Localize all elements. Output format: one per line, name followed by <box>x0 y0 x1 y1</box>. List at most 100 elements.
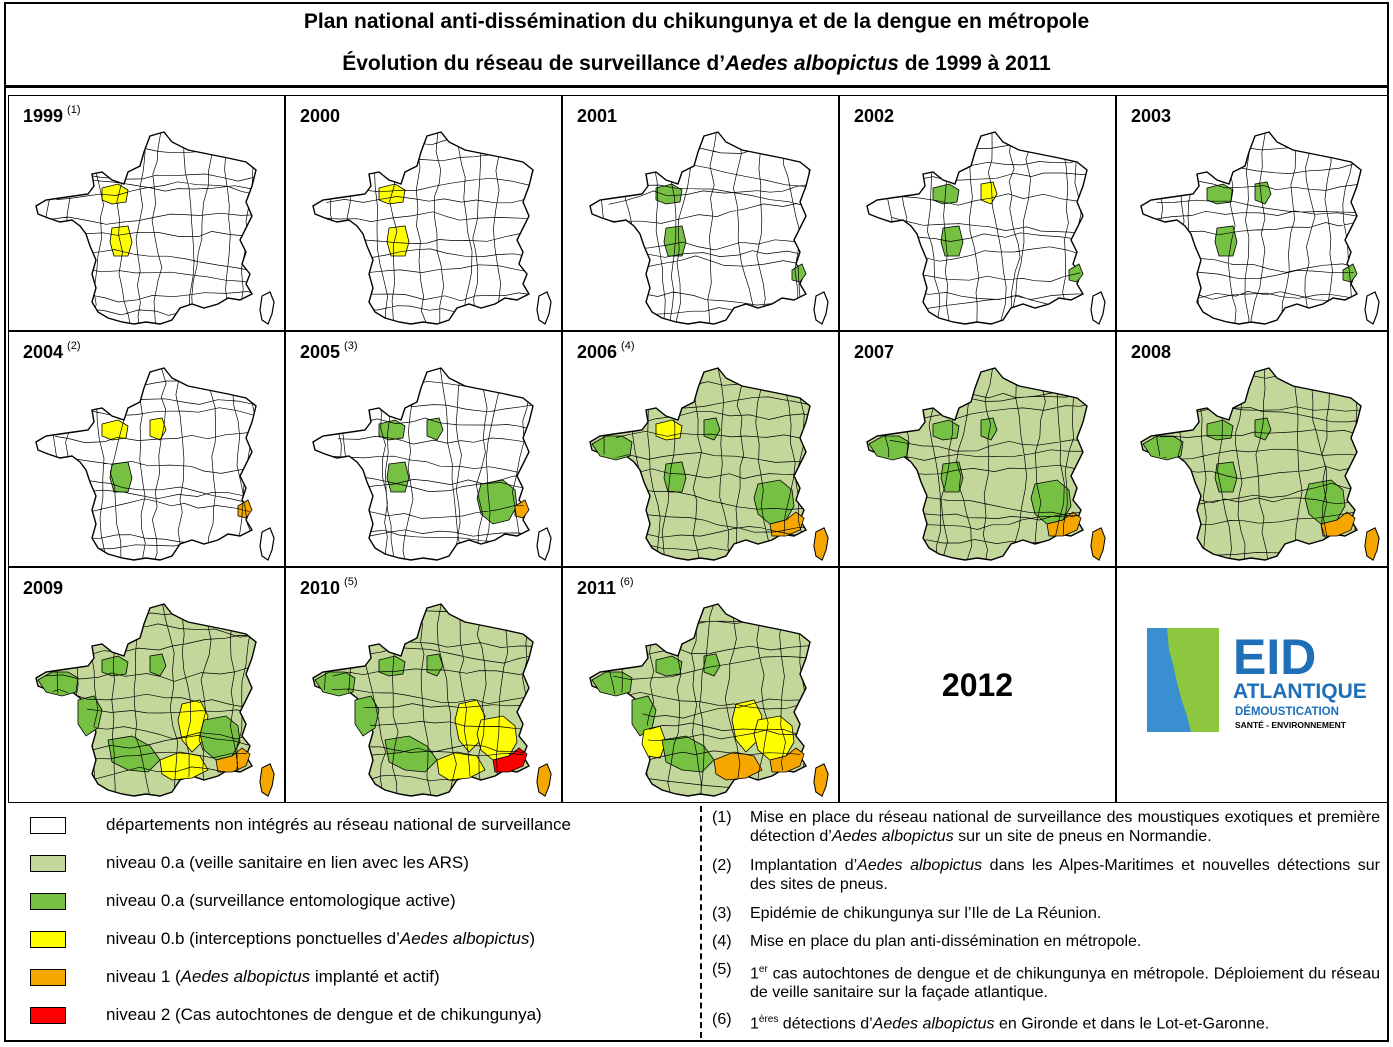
region-var-am <box>215 747 251 773</box>
map-panel-2009: 2009 <box>8 567 285 803</box>
france-map-2010 <box>312 603 552 797</box>
legend-label-species: Aedes albopictus <box>180 967 311 986</box>
region-centre <box>663 461 687 493</box>
footnote-text-part: dans les Alpes-Maritimes et nouvelles dé… <box>750 857 1381 893</box>
map-panel-2008: 2008 <box>1116 331 1388 567</box>
logo-atlantique: ATLANTIQUE <box>1233 680 1367 703</box>
region-alpes-maritimes <box>1068 263 1084 283</box>
year-label: 2001 <box>577 106 618 126</box>
legend-label: niveau 0.a (veille sanitaire en lien ave… <box>106 853 469 872</box>
mainland-outline <box>1140 131 1362 325</box>
year-label: 2004 (2) <box>23 340 81 362</box>
year-label: 1999 (1) <box>23 104 81 126</box>
footnote-text-part: Implantation d’ <box>750 857 858 874</box>
map-panel-1999: 1999 (1) <box>8 95 285 331</box>
mainland-outline <box>35 367 257 561</box>
page-title: Plan national anti-dissémination du chik… <box>303 10 1090 33</box>
legend-swatch <box>30 1007 66 1024</box>
footnote-superscript: er <box>758 964 768 975</box>
region-bretagne <box>37 671 79 697</box>
page-header: Plan national anti-dissémination du chik… <box>4 2 1389 88</box>
subtitle-species: Aedes albopictus <box>725 52 899 75</box>
year-note-ref: (2) <box>67 340 81 352</box>
mainland-outline <box>35 131 257 325</box>
corse-outline <box>1090 291 1106 325</box>
region-languedoc <box>436 751 486 781</box>
footnote-number: (3) <box>712 905 732 922</box>
year-note-ref: (5) <box>344 576 358 588</box>
region-corse <box>259 763 275 797</box>
legend-label-species: Aedes albopictus <box>399 929 530 948</box>
legend-swatch <box>30 817 66 834</box>
year-note-ref: (4) <box>621 340 635 352</box>
region-paris <box>426 417 444 441</box>
region-corse <box>813 763 829 797</box>
footnote-text-part: détections d’ <box>778 1015 873 1033</box>
footnote-text-part: Epidémie de chikungunya sur l’Ile de La … <box>750 905 1102 922</box>
region-rhone <box>177 699 209 753</box>
legend-label-part: niveau 0.b (interceptions ponctuelles d’ <box>106 929 400 948</box>
logo-sante-environnement: SANTÉ - ENVIRONNEMENT <box>1235 720 1347 730</box>
footnote-text-part: Mise en place du réseau national de surv… <box>750 809 1380 845</box>
region-corse <box>1364 527 1380 561</box>
footnote-species: Aedes albopictus <box>872 1015 995 1033</box>
legend-label: départements non intégrés au réseau nati… <box>106 815 571 834</box>
map-panel-2007: 2007 <box>839 331 1116 567</box>
france-map-2005 <box>312 367 552 561</box>
region-var-am <box>769 511 805 537</box>
year-note-ref: (3) <box>344 340 358 352</box>
year-label: 2000 <box>300 106 341 126</box>
footnote-text-part: en Gironde et dans le Lot-et-Garonne. <box>994 1015 1270 1033</box>
footnote-text: 1er cas autochtones de dengue et de chik… <box>750 960 1380 1002</box>
footnote-text-part: 1 <box>750 1015 759 1033</box>
region-languedoc <box>159 751 209 781</box>
region-southwest <box>661 735 715 773</box>
france-map-2008 <box>1140 367 1380 561</box>
year-label: 2007 <box>854 342 895 362</box>
region-var-am <box>1320 511 1356 537</box>
corse-outline <box>259 291 275 325</box>
france-map-2002 <box>866 131 1106 325</box>
region-paris <box>1254 417 1272 441</box>
corse-outline <box>1364 291 1380 325</box>
france-map-2009 <box>35 603 275 797</box>
france-map-2011 <box>589 603 829 797</box>
region-paris <box>149 653 167 677</box>
region-corse <box>536 763 552 797</box>
logo-eid: EID <box>1233 629 1316 685</box>
footnote-text: Implantation d’Aedes albopictus dans les… <box>750 856 1380 894</box>
legend-swatch <box>30 969 66 986</box>
region-centre <box>1214 225 1238 257</box>
footnote-text-part: Mise en place du plan anti-dissémination… <box>750 933 1142 950</box>
region-centre <box>386 225 410 257</box>
legend-item-veille: niveau 0.a (veille sanitaire en lien ave… <box>8 849 698 879</box>
footnotes: (1) Mise en place du réseau national de s… <box>712 808 1380 1038</box>
year-note-ref: (6) <box>620 576 634 588</box>
legend-swatch <box>30 931 66 948</box>
year-label: 2006 (4) <box>577 340 635 362</box>
footnote-text: Epidémie de chikungunya sur l’Ile de La … <box>750 904 1380 923</box>
region-alpes-maritimes <box>514 499 530 519</box>
france-map-2003 <box>1140 131 1380 325</box>
subtitle-suffix: de 1999 à 2011 <box>898 52 1051 75</box>
map-panel-2001: 2001 <box>562 95 839 331</box>
legend-item-autochtones: niveau 2 (Cas autochtones de dengue et d… <box>8 1001 698 1031</box>
legend-divider <box>700 806 702 1038</box>
year-label: 2009 <box>23 578 64 598</box>
year-note-ref: (1) <box>67 104 81 116</box>
region-centre <box>940 461 964 493</box>
footnote-text: Mise en place du plan anti-dissémination… <box>750 932 1380 951</box>
france-map-2006 <box>589 367 829 561</box>
corse-outline <box>536 291 552 325</box>
france-map-2000 <box>312 131 552 325</box>
region-southwest <box>384 735 438 773</box>
map-panel-2011: 2011 (6) <box>562 567 839 803</box>
region-south-east <box>476 479 518 525</box>
map-panel-2010: 2010 (5) <box>285 567 562 803</box>
mainland-outline <box>35 603 257 797</box>
region-normandie <box>655 655 683 677</box>
region-alpes-maritimes <box>791 263 807 283</box>
region-bretagne <box>1142 435 1184 461</box>
france-map-2001 <box>589 131 829 325</box>
footnote-number: (2) <box>712 857 732 874</box>
